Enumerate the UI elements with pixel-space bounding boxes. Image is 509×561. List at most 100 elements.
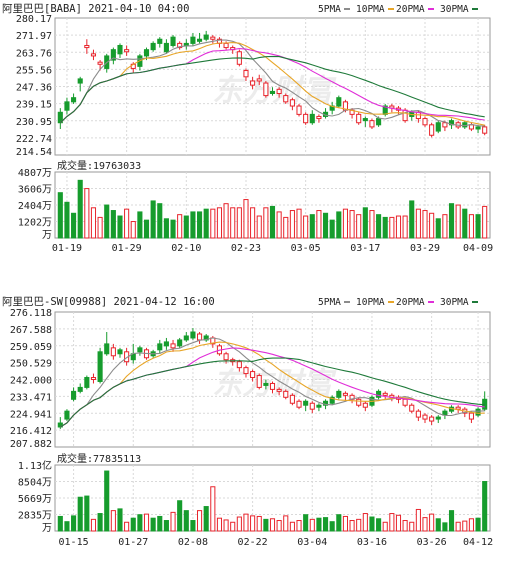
volume-bar xyxy=(362,513,368,532)
volume-total-label: 成交量:19763033 xyxy=(57,159,141,172)
candle-body xyxy=(71,390,77,400)
price-tick-label: 230.95 xyxy=(16,117,52,128)
volume-bar xyxy=(389,513,395,532)
date-tick-label: 01-19 xyxy=(52,243,82,254)
legend-label-10pma: 10PMA xyxy=(356,4,385,15)
candle-body xyxy=(303,400,309,406)
candle-body xyxy=(289,99,295,107)
chart-title: 阿里巴巴[BABA] 2021-04-10 04:00 xyxy=(2,3,189,15)
candle-body xyxy=(150,42,156,51)
candle-body xyxy=(197,333,203,341)
volume-bar xyxy=(303,514,309,532)
date-tick-label: 03-17 xyxy=(350,243,380,254)
volume-bar xyxy=(256,515,262,532)
candle-body xyxy=(356,398,362,406)
volume-bar xyxy=(117,215,123,239)
volume-bar xyxy=(429,513,435,532)
volume-bar xyxy=(376,214,382,239)
price-tick-label: 263.76 xyxy=(16,48,52,59)
candle-body xyxy=(236,361,242,369)
volume-bar xyxy=(203,506,209,532)
candle-body xyxy=(190,36,196,44)
candle-body xyxy=(422,118,428,126)
ma30-line xyxy=(60,357,485,428)
legend-swatch-20pma xyxy=(428,301,434,303)
volume-tick-label: 4807万 xyxy=(18,168,52,179)
price-tick-label: 216.412 xyxy=(10,426,52,437)
volume-bar xyxy=(316,210,322,239)
candle-body xyxy=(362,118,368,122)
candle-body xyxy=(256,375,262,388)
volume-bar xyxy=(422,517,428,532)
volume-bar xyxy=(309,518,315,532)
legend-label-30pma: 30PMA xyxy=(440,4,469,15)
candle-body xyxy=(90,53,97,57)
candle-body xyxy=(362,402,368,408)
candle-body xyxy=(177,42,183,49)
candle-body xyxy=(84,377,90,388)
volume-bar xyxy=(382,521,388,532)
volume-bar xyxy=(203,208,209,239)
volume-tick-label: 1202万 xyxy=(18,218,52,229)
volume-bar xyxy=(336,514,342,532)
volume-bar xyxy=(77,496,83,532)
candle-body xyxy=(283,95,289,103)
candle-body xyxy=(435,416,441,420)
volume-bar xyxy=(482,481,488,532)
price-tick-label: 280.17 xyxy=(16,14,52,25)
legend-swatch-30pma xyxy=(472,301,478,303)
candle-body xyxy=(223,42,229,49)
ma10-line xyxy=(59,42,485,126)
legend-swatch-5pma xyxy=(344,8,350,10)
volume-bar xyxy=(230,521,236,532)
volume-bar xyxy=(429,212,435,239)
candle-body xyxy=(316,404,322,408)
candle-body xyxy=(163,341,169,347)
candle-body xyxy=(64,101,70,111)
price-tick-label: 239.15 xyxy=(16,100,52,111)
volume-bar xyxy=(389,216,395,239)
date-tick-label: 01-29 xyxy=(112,243,142,254)
legend-swatch-10pma xyxy=(388,8,394,10)
candle-body xyxy=(269,90,276,95)
volume-tick-label: 5669万 xyxy=(18,494,52,505)
candle-body xyxy=(429,416,435,422)
volume-bar xyxy=(409,200,415,239)
volume-bar xyxy=(303,215,309,239)
volume-bar xyxy=(269,205,276,239)
volume-bar xyxy=(243,199,249,239)
candle-body xyxy=(90,377,97,381)
volume-bar xyxy=(250,515,256,532)
volume-bar xyxy=(157,203,163,239)
candle-body xyxy=(77,78,83,84)
volume-bar xyxy=(71,515,77,532)
candle-body xyxy=(110,347,116,357)
volume-bar xyxy=(382,216,388,239)
candle-body xyxy=(97,351,103,382)
volume-tick-label: 1.13亿 xyxy=(18,459,52,472)
candle-body xyxy=(190,331,196,339)
legend-swatch-20pma xyxy=(428,8,434,10)
candle-body xyxy=(263,382,269,386)
ma5-line xyxy=(59,39,485,127)
price-tick-label: 250.529 xyxy=(10,359,52,370)
volume-bar xyxy=(64,201,70,239)
candle-body xyxy=(296,105,302,115)
volume-bar xyxy=(230,207,236,239)
volume-bar xyxy=(84,495,90,532)
candle-body xyxy=(170,343,176,349)
volume-bar xyxy=(468,214,474,239)
candle-body xyxy=(336,390,342,398)
volume-bar xyxy=(216,207,223,239)
candle-body xyxy=(475,408,481,416)
volume-bar xyxy=(183,215,189,239)
candle-body xyxy=(422,414,428,420)
candle-body xyxy=(296,400,302,408)
candle-body xyxy=(110,49,116,61)
volume-bar xyxy=(462,520,468,532)
volume-bar xyxy=(322,517,329,532)
volume-bar xyxy=(57,192,63,239)
volume-bar xyxy=(329,219,335,239)
volume-bar xyxy=(395,514,402,532)
